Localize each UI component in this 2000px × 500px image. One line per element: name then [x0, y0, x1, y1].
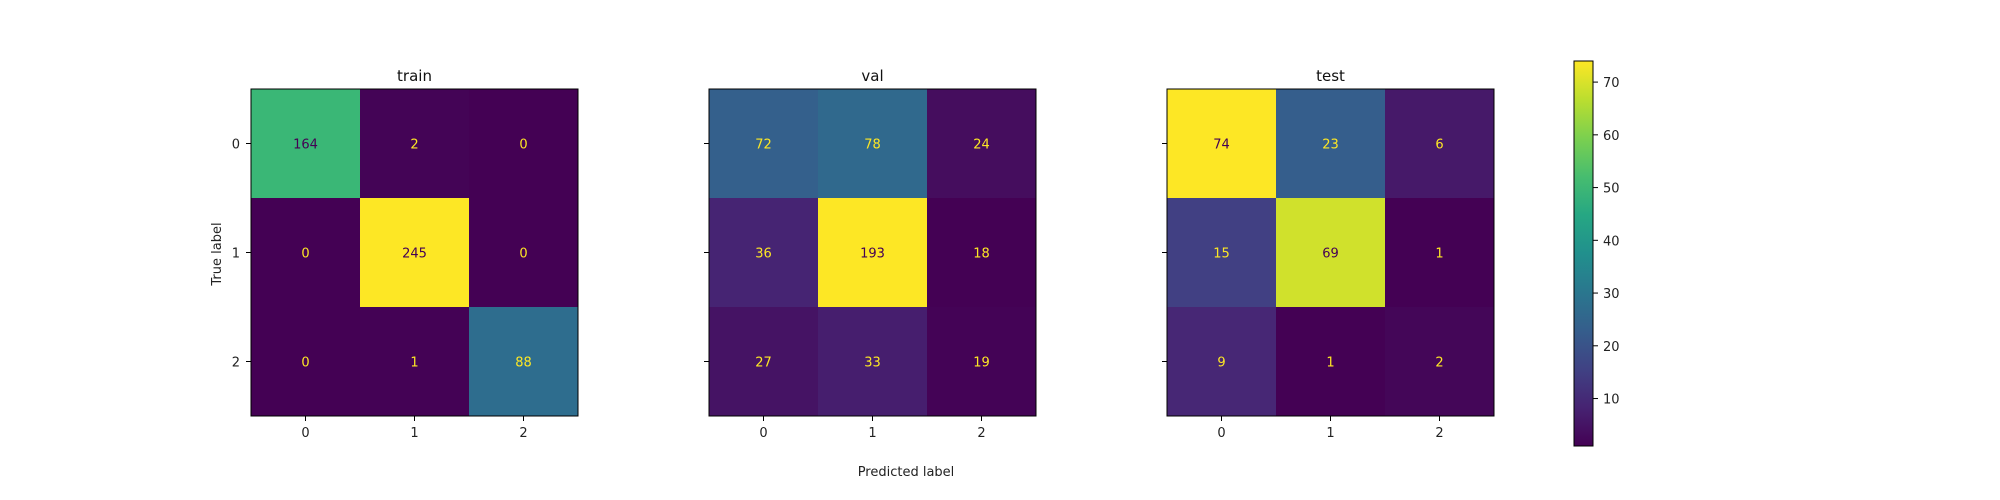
cell-value-label: 2: [1435, 356, 1443, 371]
cell-value-label: 164: [293, 138, 318, 153]
colorbar-gradient: [1573, 60, 1594, 447]
cell-value-label: 0: [519, 247, 527, 262]
heatmap-cell: [818, 307, 927, 416]
heatmap-cell: [469, 198, 578, 307]
cell-value-label: 78: [864, 138, 881, 153]
heatmap-cell: [818, 89, 927, 198]
panel-train: 164 2 0 0 245 0 0 1 88 train 0 1 2 0 1 2: [232, 67, 579, 441]
panel-title: train: [397, 67, 432, 85]
heatmap-cell: [469, 307, 578, 416]
y-tick-label: 1: [232, 247, 240, 262]
y-tick-label: 0: [232, 138, 240, 153]
cell-value-label: 15: [1213, 247, 1230, 262]
x-tick-label: 2: [977, 426, 985, 441]
heatmap-cell: [927, 307, 1036, 416]
cell-value-label: 23: [1322, 138, 1339, 153]
heatmap-cell: [1167, 198, 1276, 307]
colorbar-tick-label: 20: [1603, 340, 1620, 355]
cell-value-label: 0: [301, 356, 309, 371]
x-tick-label: 2: [1435, 426, 1443, 441]
colorbar-tick-label: 40: [1603, 234, 1620, 249]
panel-test: 74 23 6 15 69 1 9 1 2 test 0 1 2: [1162, 67, 1495, 441]
cell-value-label: 88: [515, 356, 532, 371]
x-tick-label: 0: [1217, 426, 1225, 441]
cell-value-label: 36: [755, 247, 772, 262]
heatmap-cell: [709, 307, 818, 416]
cell-value-label: 9: [1217, 356, 1225, 371]
cell-value-label: 19: [973, 356, 990, 371]
cell-value-label: 72: [755, 138, 772, 153]
cell-value-label: 6: [1435, 138, 1443, 153]
cell-value-label: 33: [864, 356, 881, 371]
y-tick-label: 2: [232, 356, 240, 371]
cell-value-label: 2: [410, 138, 418, 153]
heatmap-cell: [818, 198, 927, 307]
heatmap-cell: [1167, 307, 1276, 416]
panel-title: test: [1316, 67, 1345, 85]
heatmap-cell: [469, 89, 578, 198]
heatmap-cell: [360, 89, 469, 198]
x-tick-label: 0: [301, 426, 309, 441]
cell-value-label: 1: [1435, 247, 1443, 262]
cell-value-label: 1: [1326, 356, 1334, 371]
cell-value-label: 18: [973, 247, 990, 262]
cell-value-label: 69: [1322, 247, 1339, 262]
x-axis-label: Predicted label: [858, 465, 955, 480]
heatmap-cell: [927, 198, 1036, 307]
cell-value-label: 1: [410, 356, 418, 371]
x-tick-label: 2: [519, 426, 527, 441]
heatmap-cell: [251, 89, 360, 198]
heatmap-cell: [1385, 89, 1494, 198]
colorbar-tick-label: 50: [1603, 182, 1620, 197]
cell-value-label: 24: [973, 138, 990, 153]
y-axis-label: True label: [210, 222, 225, 286]
heatmap-cell: [1167, 89, 1276, 198]
panel-title: val: [861, 67, 883, 85]
colorbar: 10 20 30 40 50 60 70: [1573, 60, 1620, 447]
cell-value-label: 74: [1213, 138, 1230, 153]
x-tick-label: 1: [410, 426, 418, 441]
heatmap-cell: [927, 89, 1036, 198]
heatmap-cell: [360, 198, 469, 307]
x-tick-label: 1: [868, 426, 876, 441]
cell-value-label: 245: [402, 247, 427, 262]
heatmap-cell: [1385, 198, 1494, 307]
heatmap-cell: [709, 198, 818, 307]
heatmap-cell: [1385, 307, 1494, 416]
colorbar-tick-label: 10: [1603, 393, 1620, 408]
heatmap-cell: [360, 307, 469, 416]
cell-value-label: 0: [519, 138, 527, 153]
heatmap-cell: [709, 89, 818, 198]
x-tick-label: 0: [759, 426, 767, 441]
heatmap-cell: [251, 198, 360, 307]
cell-value-label: 27: [755, 356, 772, 371]
cell-value-label: 193: [860, 247, 885, 262]
cell-value-label: 0: [301, 247, 309, 262]
colorbar-tick-label: 70: [1603, 76, 1620, 91]
panel-val: 72 78 24 36 193 18 27 33 19 val 0 1 2: [704, 67, 1037, 441]
heatmap-cell: [1276, 307, 1385, 416]
heatmap-cell: [1276, 89, 1385, 198]
colorbar-tick-label: 60: [1603, 129, 1620, 144]
heatmap-cell: [1276, 198, 1385, 307]
heatmap-cell: [251, 307, 360, 416]
colorbar-tick-label: 30: [1603, 287, 1620, 302]
x-tick-label: 1: [1326, 426, 1334, 441]
